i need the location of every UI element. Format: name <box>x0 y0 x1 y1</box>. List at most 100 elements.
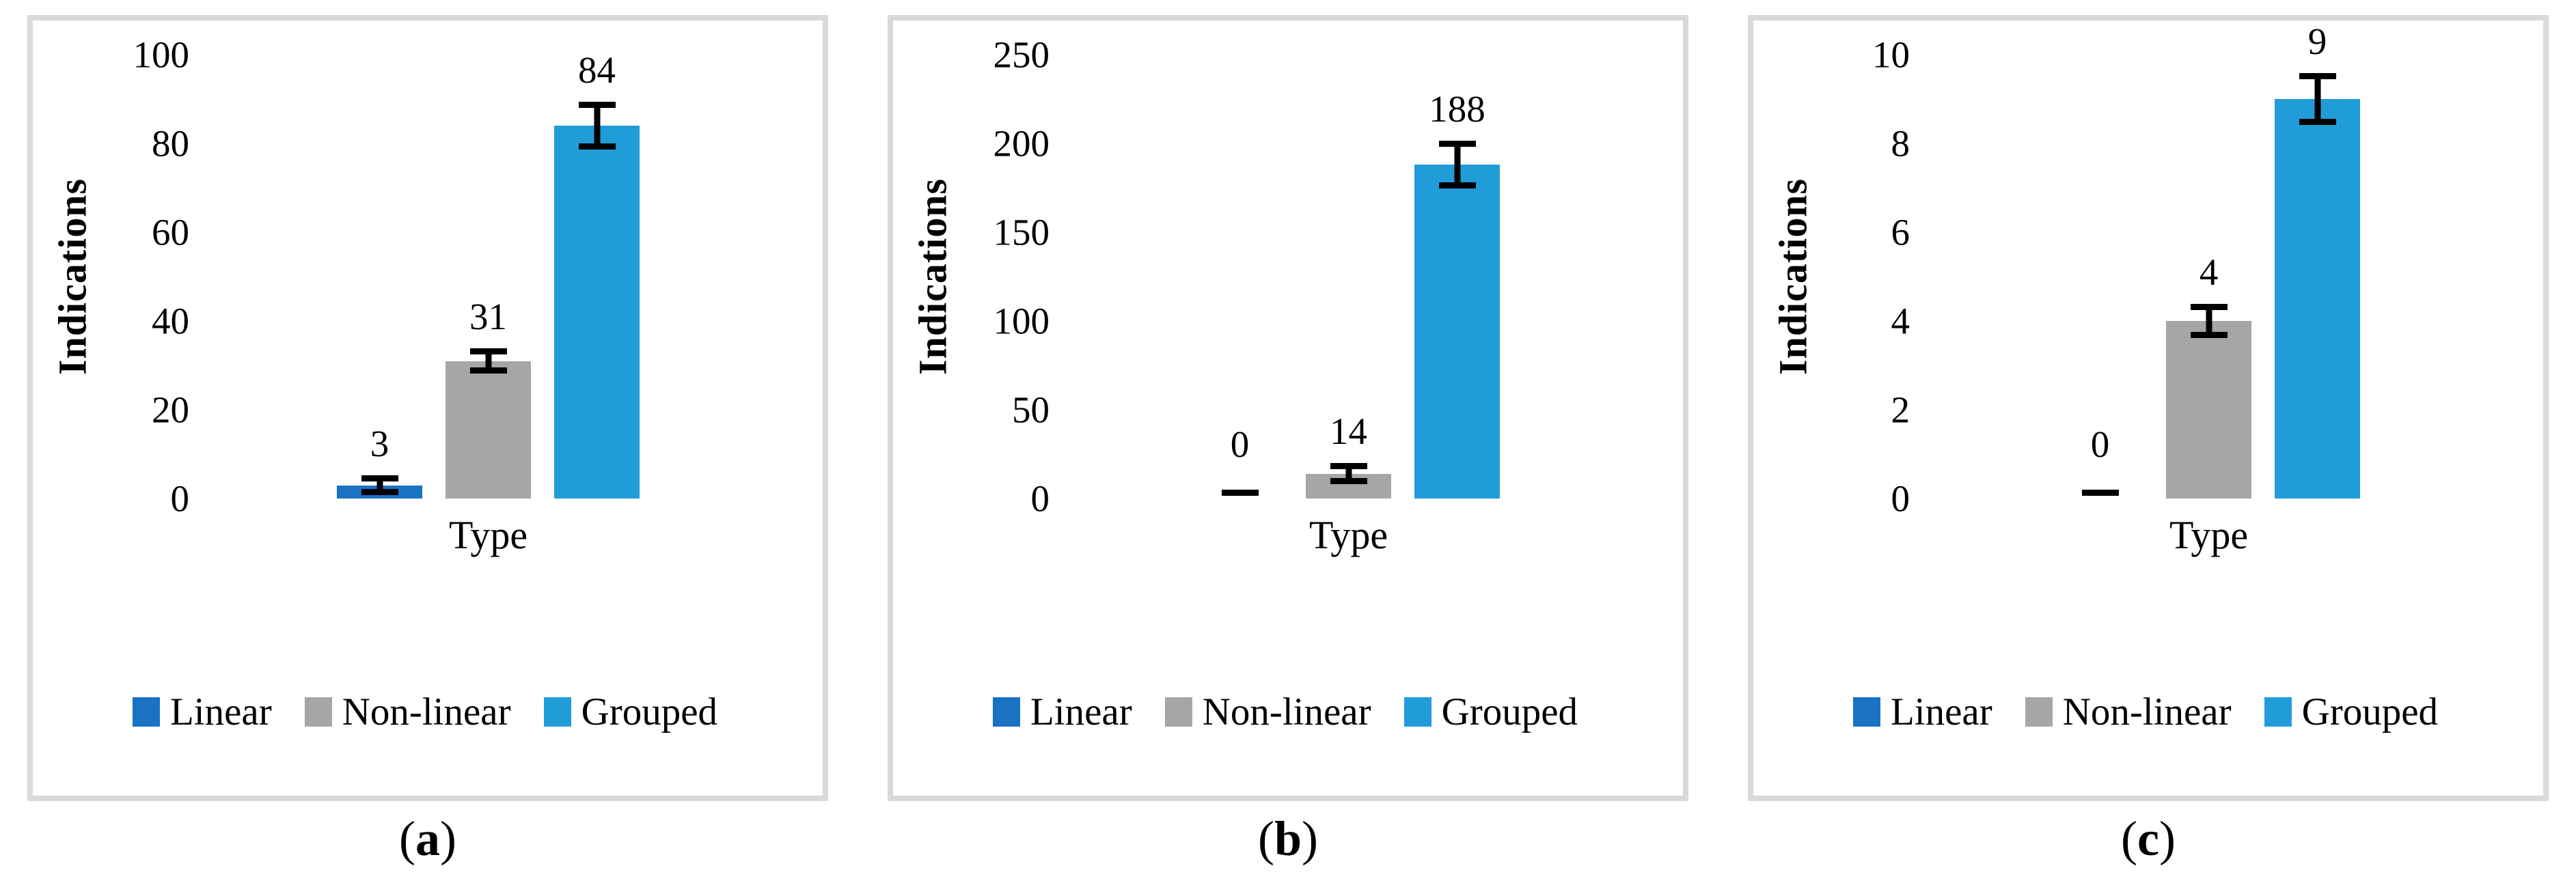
error-bar <box>469 348 507 374</box>
y-tick: 200 <box>993 122 1050 165</box>
bar-cell-grouped: 84 <box>554 51 640 499</box>
legend-item-linear: Linear <box>992 690 1132 734</box>
y-axis-title: Indications <box>910 178 955 376</box>
panel-caption-b: (b) <box>1257 811 1318 866</box>
panel-caption-a: (a) <box>399 811 456 866</box>
y-tick: 6 <box>1891 211 1910 253</box>
legend-item-linear: Linear <box>1852 690 1992 734</box>
x-axis-title: Type <box>1308 513 1388 557</box>
legend-item-linear: Linear <box>132 690 272 734</box>
bar-grouped <box>1414 165 1500 499</box>
bar-value-label: 31 <box>469 295 507 337</box>
chart-panel-c: Indications 10 8 6 4 2 0 0 <box>1748 15 2549 801</box>
legend-item-non-linear: Non-linear <box>304 690 511 734</box>
bar-cell-linear: 3 <box>337 55 422 499</box>
legend-label: Linear <box>1030 690 1132 733</box>
bar-grouped <box>2275 99 2360 499</box>
y-tick: 2 <box>1891 389 1910 431</box>
error-bar <box>2299 72 2336 126</box>
y-axis-ticks: 100 80 60 40 20 0 <box>105 36 207 518</box>
y-tick: 0 <box>170 477 190 520</box>
bar-cell-grouped: 9 <box>2275 23 2360 499</box>
bar-value-label: 0 <box>1230 423 1250 465</box>
legend-label: Grouped <box>581 690 718 733</box>
legend: Linear Non-linear Grouped <box>40 690 810 734</box>
error-bar <box>361 475 398 496</box>
plot-area: 0 4 9 <box>1928 23 2490 499</box>
y-tick: 80 <box>152 122 189 165</box>
y-tick: 8 <box>1891 122 1910 165</box>
legend-item-grouped: Grouped <box>1403 690 1578 734</box>
legend-swatch-non-linear <box>2025 697 2053 727</box>
x-axis-title: Type <box>2169 513 2249 557</box>
y-tick: 100 <box>133 33 190 76</box>
legend-swatch-non-linear <box>1164 697 1192 727</box>
y-axis-ticks: 250 200 150 100 50 0 <box>965 36 1067 518</box>
y-tick: 40 <box>152 300 189 342</box>
error-bar <box>1330 463 1367 485</box>
bar-cell-grouped: 188 <box>1414 55 1500 499</box>
legend-item-grouped: Grouped <box>2264 690 2438 734</box>
bar-non-linear <box>446 361 531 499</box>
y-tick: 10 <box>1872 33 1910 76</box>
y-tick: 0 <box>1030 477 1050 520</box>
y-tick: 4 <box>1891 300 1910 342</box>
chart-area-a: Indications 100 80 60 40 20 0 3 <box>40 36 810 518</box>
bar-cell-linear: 0 <box>2057 55 2143 499</box>
bar-value-label: 0 <box>2090 423 2110 465</box>
bar-cell-non-linear: 4 <box>2166 55 2251 499</box>
legend-item-grouped: Grouped <box>543 690 718 734</box>
legend-swatch-grouped <box>2264 697 2292 727</box>
legend-swatch-linear <box>1852 697 1880 727</box>
legend-label: Non-linear <box>1202 690 1371 733</box>
y-axis-title: Indications <box>1770 178 1815 376</box>
bar-value-label: 9 <box>2307 20 2327 62</box>
legend-label: Non-linear <box>342 690 511 733</box>
legend-swatch-non-linear <box>304 697 332 727</box>
panel-wrap-a: Indications 100 80 60 40 20 0 3 <box>27 15 828 866</box>
y-tick: 0 <box>1891 477 1910 520</box>
bar-value-label: 188 <box>1429 88 1485 130</box>
y-tick: 250 <box>993 33 1050 76</box>
plot-area: 3 31 84 <box>207 51 769 499</box>
y-tick: 100 <box>993 300 1050 342</box>
y-tick: 150 <box>993 211 1050 253</box>
y-tick: 20 <box>152 389 189 431</box>
legend: Linear Non-linear Grouped <box>1760 690 2531 734</box>
legend-label: Grouped <box>1441 690 1578 733</box>
chart-area-c: Indications 10 8 6 4 2 0 0 <box>1760 23 2531 518</box>
legend-swatch-grouped <box>543 697 571 727</box>
error-bar <box>2190 303 2228 339</box>
bar-grouped <box>554 126 640 499</box>
y-tick: 60 <box>152 211 189 253</box>
legend-swatch-grouped <box>1403 697 1431 727</box>
bar-cell-non-linear: 31 <box>446 55 531 499</box>
chart-area-b: Indications 250 200 150 100 50 0 0 <box>900 36 1671 518</box>
legend-swatch-linear <box>992 697 1020 727</box>
bar-value-label: 4 <box>2199 251 2219 293</box>
y-tick: 50 <box>1012 389 1050 431</box>
legend-label: Grouped <box>2301 690 2439 733</box>
y-axis-title: Indications <box>50 178 94 376</box>
bar-non-linear <box>2166 321 2251 499</box>
legend-swatch-linear <box>132 697 160 727</box>
legend-item-non-linear: Non-linear <box>2025 690 2232 734</box>
error-bar <box>578 102 616 150</box>
x-axis-title: Type <box>448 513 528 557</box>
chart-panel-b: Indications 250 200 150 100 50 0 0 <box>888 15 1688 801</box>
legend: Linear Non-linear Grouped <box>900 690 1671 734</box>
legend-label: Linear <box>169 690 272 733</box>
panel-wrap-b: Indications 250 200 150 100 50 0 0 <box>888 15 1688 866</box>
bar-cell-non-linear: 14 <box>1306 55 1391 499</box>
bar-value-label: 14 <box>1330 410 1367 453</box>
bar-value-label: 3 <box>370 423 389 465</box>
error-bar <box>1438 141 1476 189</box>
legend-label: Linear <box>1890 690 1992 733</box>
legend-item-non-linear: Non-linear <box>1164 690 1371 734</box>
plot-area: 0 14 188 <box>1067 55 1630 499</box>
bar-cell-linear: 0 <box>1197 55 1283 499</box>
y-axis-ticks: 10 8 6 4 2 0 <box>1825 36 1928 518</box>
panel-wrap-c: Indications 10 8 6 4 2 0 0 <box>1748 15 2549 866</box>
bar-value-label: 84 <box>578 49 616 91</box>
